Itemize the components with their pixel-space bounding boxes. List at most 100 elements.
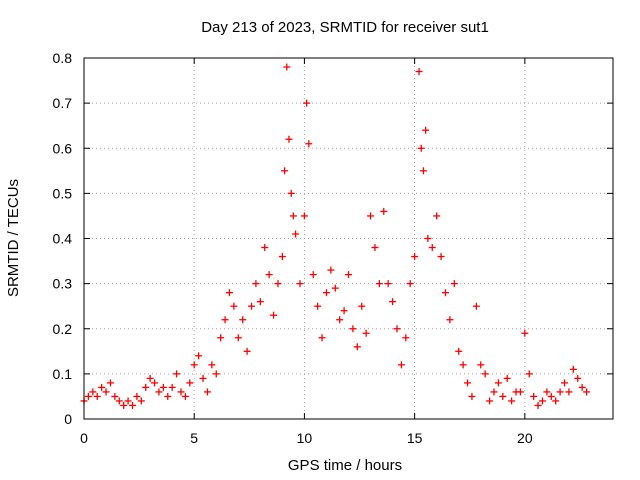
data-point: [270, 311, 278, 319]
y-tick-label: 0.6: [53, 140, 73, 156]
data-point: [569, 365, 577, 373]
data-point: [322, 289, 330, 297]
data-point: [199, 374, 207, 382]
data-point: [203, 388, 211, 396]
data-point: [561, 379, 569, 387]
data-point: [565, 388, 573, 396]
y-tick-label: 0.5: [53, 185, 73, 201]
data-point: [285, 135, 293, 143]
data-point: [578, 383, 586, 391]
y-axis-ticks: 0 0.1 0.2 0.3 0.4 0.5 0.6 0.7 0.8: [53, 50, 613, 427]
data-point: [583, 388, 591, 396]
data-point: [384, 280, 392, 288]
data-point: [120, 401, 128, 409]
data-point: [190, 361, 198, 369]
data-point: [353, 343, 361, 351]
data-point: [283, 63, 291, 71]
data-point: [446, 316, 454, 324]
data-point: [422, 126, 430, 134]
data-point: [481, 370, 489, 378]
data-point: [494, 379, 502, 387]
data-point: [428, 244, 436, 252]
y-tick-label: 0.3: [53, 276, 73, 292]
x-axis-title: GPS time / hours: [288, 457, 402, 474]
data-point: [146, 374, 154, 382]
data-point: [300, 212, 308, 220]
data-point: [278, 253, 286, 261]
data-point: [424, 235, 432, 242]
data-point: [106, 379, 114, 387]
data-point: [358, 302, 366, 310]
data-point: [164, 392, 172, 400]
data-point: [296, 280, 304, 288]
data-point: [243, 347, 251, 355]
x-tick-label: 20: [517, 430, 533, 446]
y-tick-label: 0.8: [53, 50, 73, 66]
x-axis-ticks: 0 5 10 15 20: [80, 58, 533, 446]
data-point: [289, 212, 297, 220]
data-point: [177, 388, 185, 396]
data-point: [472, 302, 480, 310]
data-point: [142, 383, 150, 391]
data-point: [508, 397, 516, 405]
data-point: [168, 383, 176, 391]
data-point: [230, 302, 238, 310]
data-point: [411, 253, 419, 261]
data-point: [133, 392, 141, 400]
y-tick-label: 0.2: [53, 321, 73, 337]
data-point: [173, 370, 181, 378]
data-point: [111, 392, 119, 400]
data-point: [459, 361, 467, 369]
data-point: [345, 271, 352, 279]
data-point: [349, 325, 357, 333]
data-point: [340, 307, 348, 315]
data-point: [375, 280, 383, 288]
data-point: [124, 397, 132, 405]
y-axis-title: SRMTID / TECUs: [5, 179, 22, 297]
data-point: [93, 392, 101, 400]
data-point: [128, 401, 136, 409]
data-point: [406, 280, 414, 288]
data-point: [102, 388, 110, 396]
data-point: [486, 397, 494, 405]
data-point: [437, 253, 445, 261]
data-point: [521, 329, 529, 337]
data-point: [314, 302, 322, 310]
x-tick-label: 0: [80, 430, 88, 446]
data-point: [574, 374, 582, 382]
grid-lines: [84, 57, 613, 419]
data-point: [464, 379, 472, 387]
data-point: [281, 167, 289, 175]
data-point: [552, 397, 560, 405]
data-point: [239, 316, 247, 324]
data-point: [137, 397, 145, 405]
data-point: [336, 316, 344, 324]
data-point: [115, 397, 123, 405]
data-point: [303, 99, 311, 107]
data-point: [89, 388, 97, 396]
data-point: [309, 271, 317, 279]
data-point: [547, 392, 555, 400]
data-point: [525, 370, 533, 378]
data-point: [265, 271, 273, 279]
data-point: [159, 383, 167, 391]
data-point: [417, 144, 425, 152]
data-point: [305, 140, 313, 148]
data-point: [98, 383, 106, 391]
data-point: [393, 325, 401, 333]
data-point: [402, 334, 410, 342]
data-point: [181, 392, 189, 400]
data-points: [80, 63, 591, 409]
data-point: [225, 289, 233, 297]
data-point: [327, 266, 335, 274]
y-tick-label: 0.7: [53, 95, 73, 111]
data-point: [195, 352, 203, 360]
data-point: [543, 388, 551, 396]
data-point: [318, 334, 326, 342]
data-point: [530, 392, 538, 400]
data-point: [490, 388, 498, 396]
data-point: [252, 280, 260, 288]
data-point: [234, 334, 242, 342]
data-point: [538, 397, 546, 405]
data-point: [380, 207, 388, 215]
